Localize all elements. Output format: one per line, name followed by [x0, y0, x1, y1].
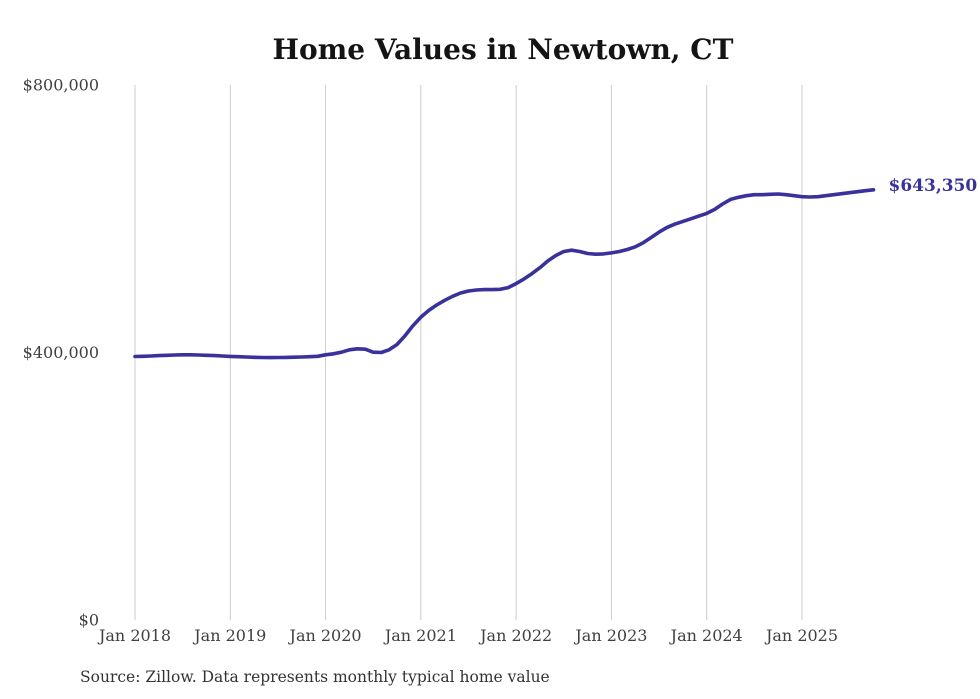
y-tick-label: $0: [79, 611, 99, 630]
x-tick-label: Jan 2021: [383, 626, 457, 645]
x-tick-label: Jan 2023: [573, 626, 647, 645]
x-tick-label: Jan 2022: [478, 626, 552, 645]
chart-title: Home Values in Newtown, CT: [273, 33, 734, 66]
x-tick-label: Jan 2018: [97, 626, 171, 645]
y-axis-labels: $0 $400,000 $800,000: [23, 76, 99, 630]
x-tick-label: Jan 2024: [669, 626, 743, 645]
home-value-line-series: [133, 188, 876, 360]
y-tick-label: $800,000: [23, 76, 99, 95]
y-tick-label: $400,000: [23, 343, 99, 362]
gridlines-layer: [134, 85, 803, 620]
latest-value-label: $643,350: [889, 176, 978, 196]
x-tick-label: Jan 2019: [192, 626, 266, 645]
source-note: Source: Zillow. Data represents monthly …: [80, 668, 550, 686]
x-axis-labels: Jan 2018 Jan 2019 Jan 2020 Jan 2021 Jan 2022…: [97, 626, 838, 645]
x-tick-label: Jan 2025: [764, 626, 838, 645]
x-tick-label: Jan 2020: [288, 626, 362, 645]
